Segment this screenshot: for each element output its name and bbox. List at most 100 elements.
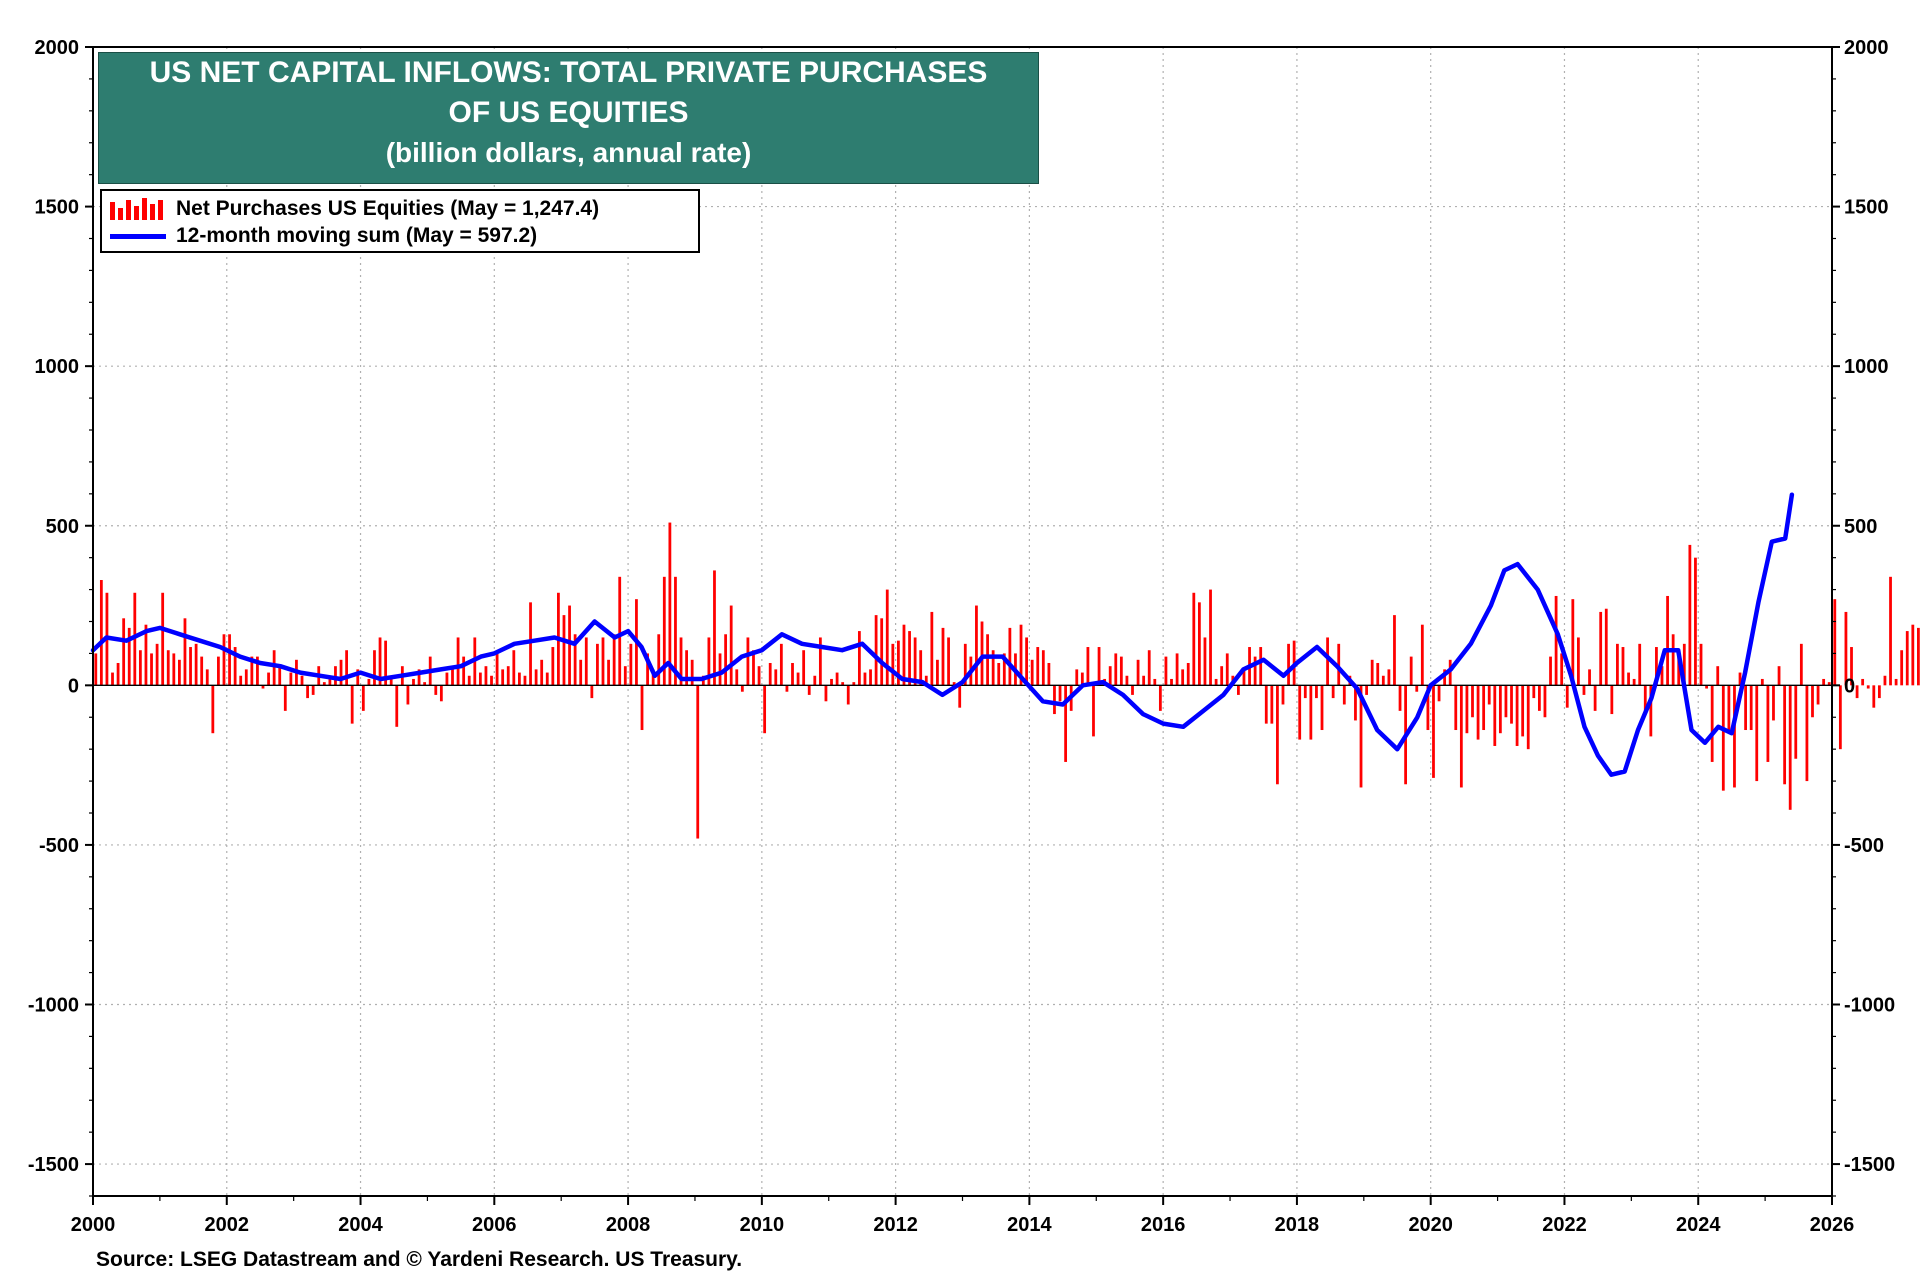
bar [1850, 647, 1853, 686]
bar [1549, 656, 1552, 686]
bar [99, 580, 103, 686]
bar [122, 618, 126, 686]
bar [261, 685, 265, 689]
bar [1370, 659, 1374, 686]
bar [1716, 666, 1720, 686]
bar [880, 618, 884, 686]
y-tick-label-right: 1000 [1844, 356, 1889, 378]
bar [1432, 685, 1435, 778]
bar [1482, 685, 1486, 731]
x-tick-label: 2010 [740, 1214, 785, 1236]
bar [779, 643, 783, 686]
bar [1616, 643, 1619, 686]
bar [1827, 682, 1831, 686]
bar [434, 685, 438, 695]
bar [1744, 685, 1748, 731]
bar [941, 627, 945, 686]
bar [1075, 669, 1079, 686]
bar [451, 666, 454, 686]
bar [166, 650, 170, 686]
bar [501, 669, 505, 686]
bar [908, 631, 911, 686]
bar [490, 675, 493, 686]
bar [1493, 685, 1497, 746]
y-tick-label-right: 0 [1844, 675, 1855, 697]
bar [807, 685, 811, 695]
bar [857, 631, 861, 686]
bar [1387, 669, 1391, 686]
bar [674, 576, 677, 686]
axes-layer [85, 46, 1840, 1205]
chart-subtitle: (billion dollars, annual rate) [385, 137, 752, 168]
bar [1877, 685, 1881, 699]
bar [1197, 602, 1201, 686]
bar [1342, 685, 1346, 705]
bar [1030, 659, 1034, 686]
bar [1298, 685, 1302, 740]
bar [991, 650, 995, 686]
bar [668, 522, 672, 686]
legend-bars-label: Net Purchases US Equities (May = 1,247.4… [176, 197, 600, 220]
y-tick-label-right: -1500 [1844, 1154, 1895, 1176]
bar [863, 672, 867, 686]
bar [540, 659, 544, 686]
bar [1894, 678, 1898, 686]
legend-line-label: 12-month moving sum (May = 597.2) [176, 224, 538, 247]
bar [830, 678, 833, 686]
y-tick-label-right: 1500 [1844, 197, 1889, 219]
bar [456, 637, 460, 686]
bar [1415, 685, 1419, 692]
bar [685, 650, 688, 686]
chart-title-box: US NET CAPITAL INFLOWS: TOTAL PRIVATE PU… [98, 52, 1039, 184]
bar [1783, 685, 1787, 785]
bar [1114, 653, 1118, 686]
y-tick-label-right: -500 [1844, 835, 1884, 857]
bar [1772, 685, 1775, 721]
bars-layer [94, 522, 1920, 839]
x-tick-label: 2000 [71, 1214, 116, 1236]
bar [1498, 685, 1502, 734]
bar [1136, 659, 1140, 686]
line-layer [90, 492, 1795, 777]
bar [791, 662, 794, 686]
bar [1593, 685, 1597, 711]
bar [997, 662, 1001, 686]
bar [1504, 685, 1508, 718]
y-tick-label-left: 1000 [35, 356, 80, 378]
bar [818, 637, 822, 686]
bar [707, 637, 711, 686]
bar [724, 634, 728, 686]
bar [963, 643, 967, 686]
bar [662, 576, 666, 686]
bar [1805, 685, 1809, 782]
bar [1381, 675, 1385, 686]
bar [1599, 611, 1603, 686]
bar [852, 682, 856, 686]
bar [1554, 595, 1558, 686]
bar [194, 643, 198, 686]
legend-line-swatch [110, 233, 166, 239]
bar [735, 669, 739, 686]
bar [1738, 672, 1742, 686]
bar [596, 643, 599, 686]
bar [796, 672, 800, 686]
bar [183, 618, 187, 686]
bar [222, 634, 226, 686]
bar [757, 666, 761, 686]
bar [1315, 685, 1318, 699]
bar [1309, 685, 1313, 740]
bar [936, 659, 939, 686]
bar [913, 637, 917, 686]
bar [367, 678, 371, 686]
bar [300, 675, 304, 686]
bar [116, 662, 120, 686]
bar [1577, 637, 1580, 686]
bar [947, 637, 950, 686]
bar [930, 611, 934, 686]
bar [1627, 672, 1630, 686]
bar [1560, 653, 1564, 686]
bar [244, 669, 248, 686]
bar [283, 685, 287, 711]
bar [1053, 685, 1056, 715]
bar [1916, 627, 1920, 686]
